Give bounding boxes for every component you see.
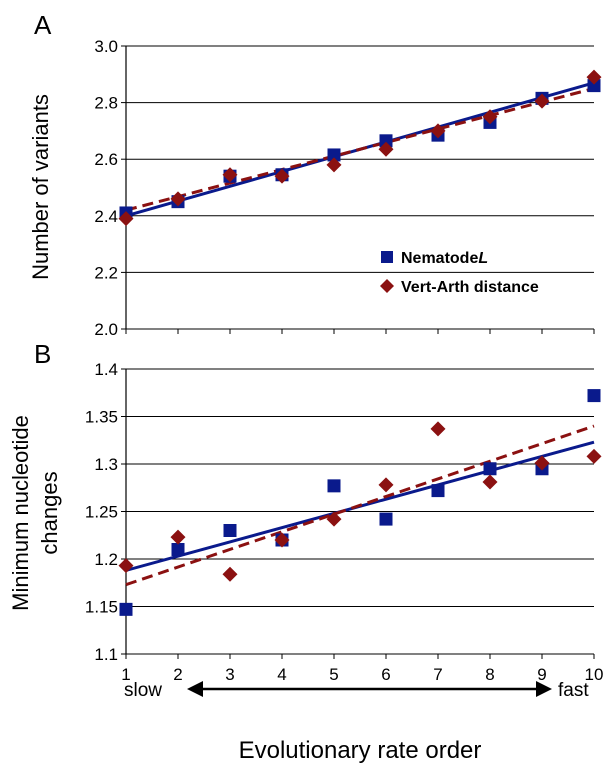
- trendline-vert-arth: [125, 424, 595, 587]
- panel-a-points: [118, 69, 602, 227]
- slow-label: slow: [124, 680, 162, 701]
- data-point-nematode: [171, 543, 185, 556]
- arrow-head-left: [187, 681, 203, 697]
- data-point-nematode: [483, 462, 497, 476]
- data-point-vert-arth: [170, 529, 186, 545]
- y-tick-label: 1.3: [94, 455, 118, 474]
- data-point-nematode: [379, 512, 393, 526]
- data-point-vert-arth: [430, 421, 446, 437]
- panel-b-y-axis-label-line2: changes: [37, 471, 62, 554]
- data-point-vert-arth: [118, 558, 134, 574]
- trendline-vert-arth: [125, 86, 595, 212]
- x-tick-label: 1: [121, 665, 130, 684]
- data-point-vert-arth: [378, 141, 394, 157]
- panel-b-y-axis-label-line1: Minimum nucleotide: [8, 415, 33, 611]
- y-tick-label: 2.2: [94, 263, 118, 282]
- data-point-nematode: [587, 389, 601, 403]
- x-axis-ticks: 1 2 3 4 5 6 7 8 9 10: [121, 665, 603, 684]
- panel-a-grid: [121, 45, 595, 334]
- data-point-vert-arth: [378, 477, 394, 493]
- x-tick-label: 7: [433, 665, 442, 684]
- data-point-vert-arth: [482, 474, 498, 490]
- x-tick-label: 10: [585, 665, 604, 684]
- data-point-vert-arth: [534, 455, 550, 471]
- data-point-vert-arth: [222, 167, 238, 183]
- panel-a-label: A: [34, 10, 52, 40]
- panel-a-trendlines: [125, 81, 595, 218]
- y-tick-label: 2.6: [94, 150, 118, 169]
- y-tick-label: 1.15: [85, 598, 118, 617]
- x-tick-label: 8: [485, 665, 494, 684]
- x-tick-label: 9: [537, 665, 546, 684]
- data-point-vert-arth: [326, 157, 342, 173]
- data-point-vert-arth: [222, 566, 238, 582]
- data-point-vert-arth: [326, 511, 342, 527]
- x-tick-label: 2: [173, 665, 182, 684]
- y-tick-label: 2.4: [94, 207, 118, 226]
- x-tick-label: 5: [329, 665, 338, 684]
- data-point-vert-arth: [274, 532, 290, 548]
- data-point-nematode: [379, 134, 393, 148]
- x-tick-label: 6: [381, 665, 390, 684]
- data-point-nematode: [327, 148, 341, 162]
- data-point-nematode: [119, 602, 133, 616]
- data-point-vert-arth: [274, 168, 290, 184]
- panel-b-trendlines: [125, 424, 595, 587]
- legend-item-nematode: NematodeL: [401, 250, 488, 267]
- data-point-vert-arth: [586, 69, 602, 85]
- y-tick-label: 1.35: [85, 408, 118, 427]
- legend-diamond-marker: [380, 279, 394, 293]
- data-point-nematode: [587, 79, 601, 93]
- x-axis-label: Evolutionary rate order: [239, 737, 482, 764]
- y-tick-label: 3.0: [94, 37, 118, 56]
- x-tick-label: 3: [225, 665, 234, 684]
- panel-a-chart: A Number of variants 2.02.22.42.62.83.0 …: [28, 10, 602, 339]
- panel-a-y-axis-label: Number of variants: [28, 94, 53, 280]
- data-point-vert-arth: [534, 93, 550, 109]
- data-point-vert-arth: [586, 448, 602, 464]
- rate-arrow: slow fast: [124, 680, 589, 701]
- data-point-vert-arth: [118, 211, 134, 227]
- data-point-vert-arth: [170, 191, 186, 207]
- panel-b-y-ticks: 1.1 1.15 1.2 1.25 1.3 1.35 1.4: [85, 360, 118, 664]
- y-tick-label: 1.1: [94, 645, 118, 664]
- legend: NematodeL Vert-Arth distance: [380, 250, 539, 296]
- data-point-vert-arth: [482, 109, 498, 125]
- data-point-nematode: [327, 479, 341, 493]
- x-tick-label: 4: [277, 665, 286, 684]
- panel-b-chart: B Minimum nucleotide changes 1.11.151.21…: [8, 339, 603, 684]
- panel-b-grid: [121, 368, 595, 659]
- y-tick-label: 1.4: [94, 360, 118, 379]
- panel-b-label: B: [34, 339, 51, 369]
- y-tick-label: 2.8: [94, 94, 118, 113]
- y-tick-label: 1.2: [94, 550, 118, 569]
- panel-b-points: [118, 389, 602, 616]
- data-point-vert-arth: [430, 123, 446, 139]
- data-point-nematode: [431, 484, 445, 498]
- legend-square-marker: [381, 251, 393, 263]
- y-tick-label: 2.0: [94, 320, 118, 339]
- legend-item-vert-arth: Vert-Arth distance: [401, 279, 539, 296]
- data-point-nematode: [223, 524, 237, 537]
- panel-a-y-ticks: 2.0 2.2 2.4 2.6 2.8 3.0: [94, 37, 118, 339]
- fast-label: fast: [558, 680, 589, 701]
- arrow-head-right: [536, 681, 552, 697]
- y-tick-label: 1.25: [85, 503, 118, 522]
